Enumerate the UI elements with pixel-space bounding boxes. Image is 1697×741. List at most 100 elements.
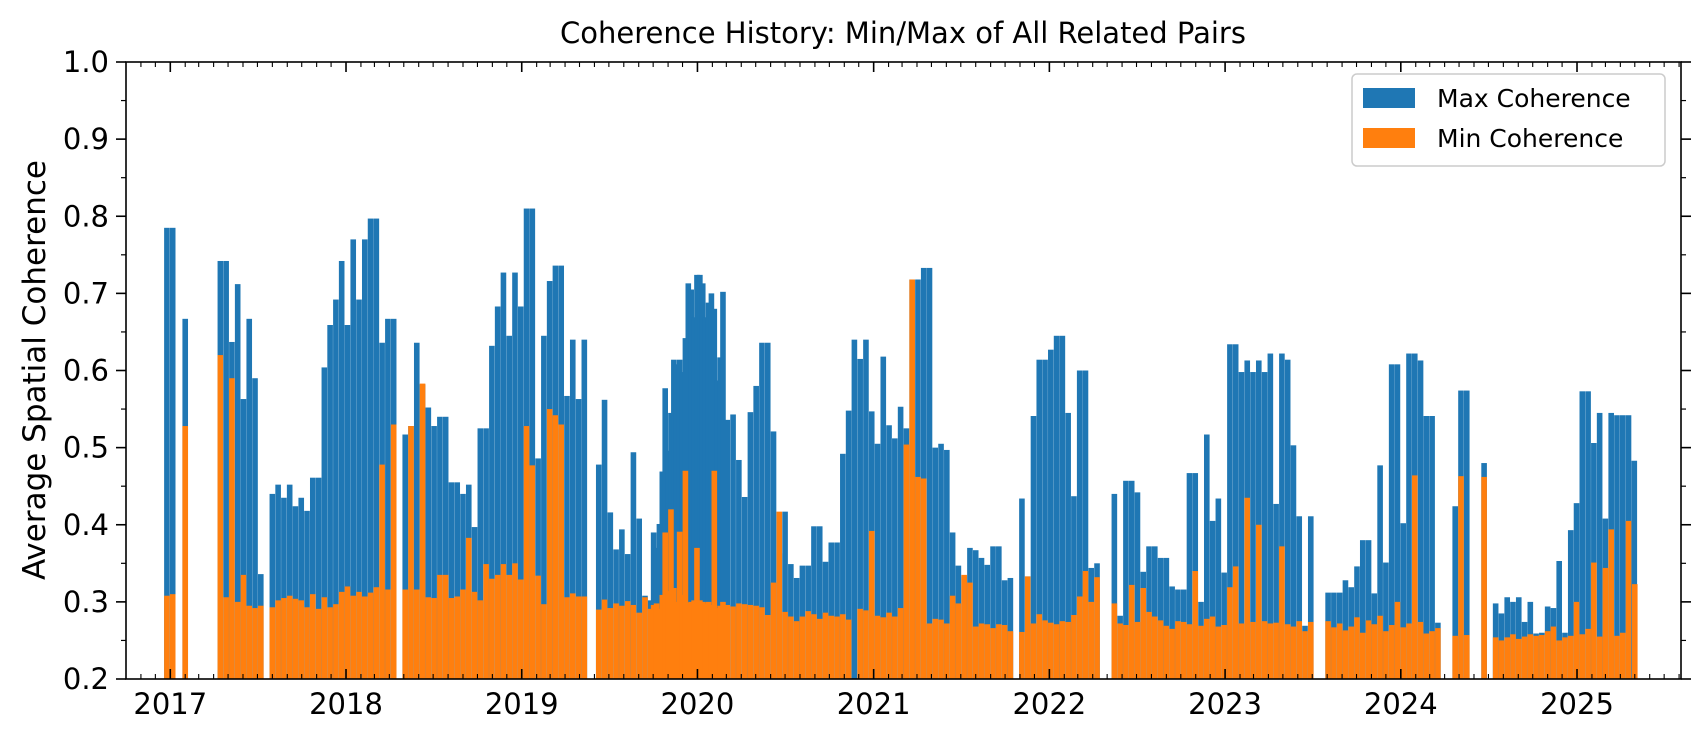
y-tick-label: 0.6 bbox=[63, 354, 109, 388]
min-coherence-bar bbox=[601, 599, 608, 679]
max-coherence-bar bbox=[1614, 415, 1620, 679]
min-coherence-bar bbox=[793, 621, 800, 679]
max-coherence-bar bbox=[477, 428, 484, 679]
min-coherence-bar bbox=[344, 586, 351, 679]
min-coherence-bar bbox=[1215, 626, 1222, 679]
max-coherence-bar bbox=[1209, 520, 1216, 679]
min-coherence-bar bbox=[1614, 635, 1620, 679]
max-coherence-bar bbox=[764, 342, 771, 679]
min-coherence-bar bbox=[321, 597, 328, 679]
max-coherence-bar bbox=[659, 471, 666, 679]
min-coherence-bar bbox=[1302, 631, 1308, 679]
min-coherence-bar bbox=[1515, 638, 1522, 679]
max-coherence-bar bbox=[564, 395, 570, 679]
max-coherence-bar bbox=[679, 372, 686, 679]
min-coherence-bar bbox=[315, 608, 322, 679]
min-coherence-bar bbox=[642, 597, 648, 679]
min-coherence-bar bbox=[1377, 615, 1383, 679]
max-coherence-bar bbox=[350, 239, 357, 679]
max-coherence-bar bbox=[972, 550, 979, 679]
min-coherence-bar bbox=[460, 589, 466, 679]
min-coherence-bar bbox=[863, 610, 869, 679]
min-coherence-bar bbox=[229, 378, 235, 679]
max-coherence-bar bbox=[705, 302, 712, 679]
min-coherence-bar bbox=[650, 604, 657, 679]
max-coherence-bar bbox=[816, 526, 823, 679]
min-coherence-bar bbox=[926, 623, 933, 679]
min-coherence-bar bbox=[1562, 637, 1568, 679]
max-coherence-bar bbox=[673, 364, 680, 679]
min-coherence-bar bbox=[668, 509, 674, 679]
min-coherence-bar bbox=[1296, 621, 1303, 679]
y-tick-label: 0.4 bbox=[63, 508, 109, 542]
min-coherence-bar bbox=[1608, 529, 1614, 679]
min-coherence-bar bbox=[724, 604, 731, 679]
min-coherence-bar bbox=[978, 623, 985, 679]
max-coherence-bar bbox=[1463, 390, 1470, 679]
min-coherence-bar bbox=[523, 426, 530, 679]
min-coherence-bar bbox=[1631, 584, 1638, 679]
max-coherence-bar bbox=[697, 274, 703, 679]
min-coherence-bar bbox=[1169, 628, 1175, 679]
max-coherence-bar bbox=[880, 356, 887, 679]
min-coherence-bar bbox=[517, 579, 524, 679]
min-coherence-bar bbox=[1556, 640, 1562, 679]
min-coherence-bar bbox=[1619, 632, 1626, 679]
max-coherence-bar bbox=[240, 399, 247, 679]
min-coherence-bar bbox=[624, 601, 631, 679]
min-coherence-bar bbox=[1175, 621, 1181, 679]
min-coherence-bar bbox=[275, 600, 281, 679]
max-coherence-bar bbox=[1273, 503, 1279, 679]
min-coherence-bar bbox=[717, 605, 723, 679]
max-coherence-bar bbox=[344, 325, 351, 679]
min-coherence-bar bbox=[1065, 621, 1071, 679]
max-coherence-bar bbox=[782, 511, 788, 679]
max-coherence-bar bbox=[691, 317, 697, 679]
max-coherence-bar bbox=[494, 306, 501, 679]
min-coherence-bar bbox=[1284, 624, 1291, 679]
min-coherence-bar bbox=[1596, 636, 1603, 679]
plot-frame bbox=[125, 61, 1682, 680]
min-coherence-bar bbox=[1573, 601, 1580, 680]
min-coherence-bar bbox=[730, 606, 736, 679]
min-coherence-bar bbox=[269, 607, 276, 679]
min-coherence-bar bbox=[1521, 636, 1528, 679]
min-coherence-bar bbox=[483, 564, 489, 679]
min-coherence-bar bbox=[356, 591, 362, 679]
max-coherence-bar bbox=[309, 477, 316, 679]
min-coherence-bar bbox=[1383, 631, 1389, 679]
min-coherence-bar bbox=[1255, 524, 1262, 679]
max-coherence-bar bbox=[489, 345, 495, 679]
min-coherence-bar bbox=[1007, 631, 1014, 679]
max-coherence-bar bbox=[1359, 540, 1366, 679]
max-coherence-bar bbox=[460, 493, 466, 679]
min-coherence-bar bbox=[613, 603, 619, 679]
min-coherence-bar bbox=[1279, 546, 1285, 679]
max-coherence-bar bbox=[437, 416, 443, 679]
max-coherence-bar bbox=[920, 267, 927, 679]
max-coherence-bar bbox=[275, 484, 281, 679]
min-coherence-bar bbox=[1140, 587, 1147, 679]
min-coherence-bar bbox=[292, 598, 299, 679]
min-coherence-bar bbox=[338, 591, 345, 679]
min-coherence-bar bbox=[892, 616, 898, 679]
min-coherence-bar bbox=[1492, 637, 1499, 679]
max-coherence-bar bbox=[1619, 415, 1626, 679]
max-coherence-bar bbox=[304, 510, 310, 679]
max-coherence-bar bbox=[169, 227, 176, 679]
min-coherence-bar bbox=[1527, 634, 1534, 679]
max-coherence-bar bbox=[529, 208, 536, 680]
min-coherence-bar bbox=[1204, 618, 1210, 679]
min-coherence-bar bbox=[512, 563, 518, 679]
min-coherence-bar bbox=[408, 426, 414, 679]
legend-swatch-max bbox=[1363, 88, 1415, 108]
x-tick-label: 2021 bbox=[837, 687, 911, 721]
max-coherence-bar bbox=[1377, 465, 1383, 679]
min-coherence-bar bbox=[673, 601, 680, 680]
max-coherence-bar bbox=[581, 339, 588, 679]
min-coherence-bar bbox=[1053, 624, 1060, 679]
max-coherence-bar bbox=[252, 378, 258, 679]
max-coherence-bar bbox=[671, 359, 677, 679]
min-coherence-bar bbox=[1400, 627, 1407, 679]
